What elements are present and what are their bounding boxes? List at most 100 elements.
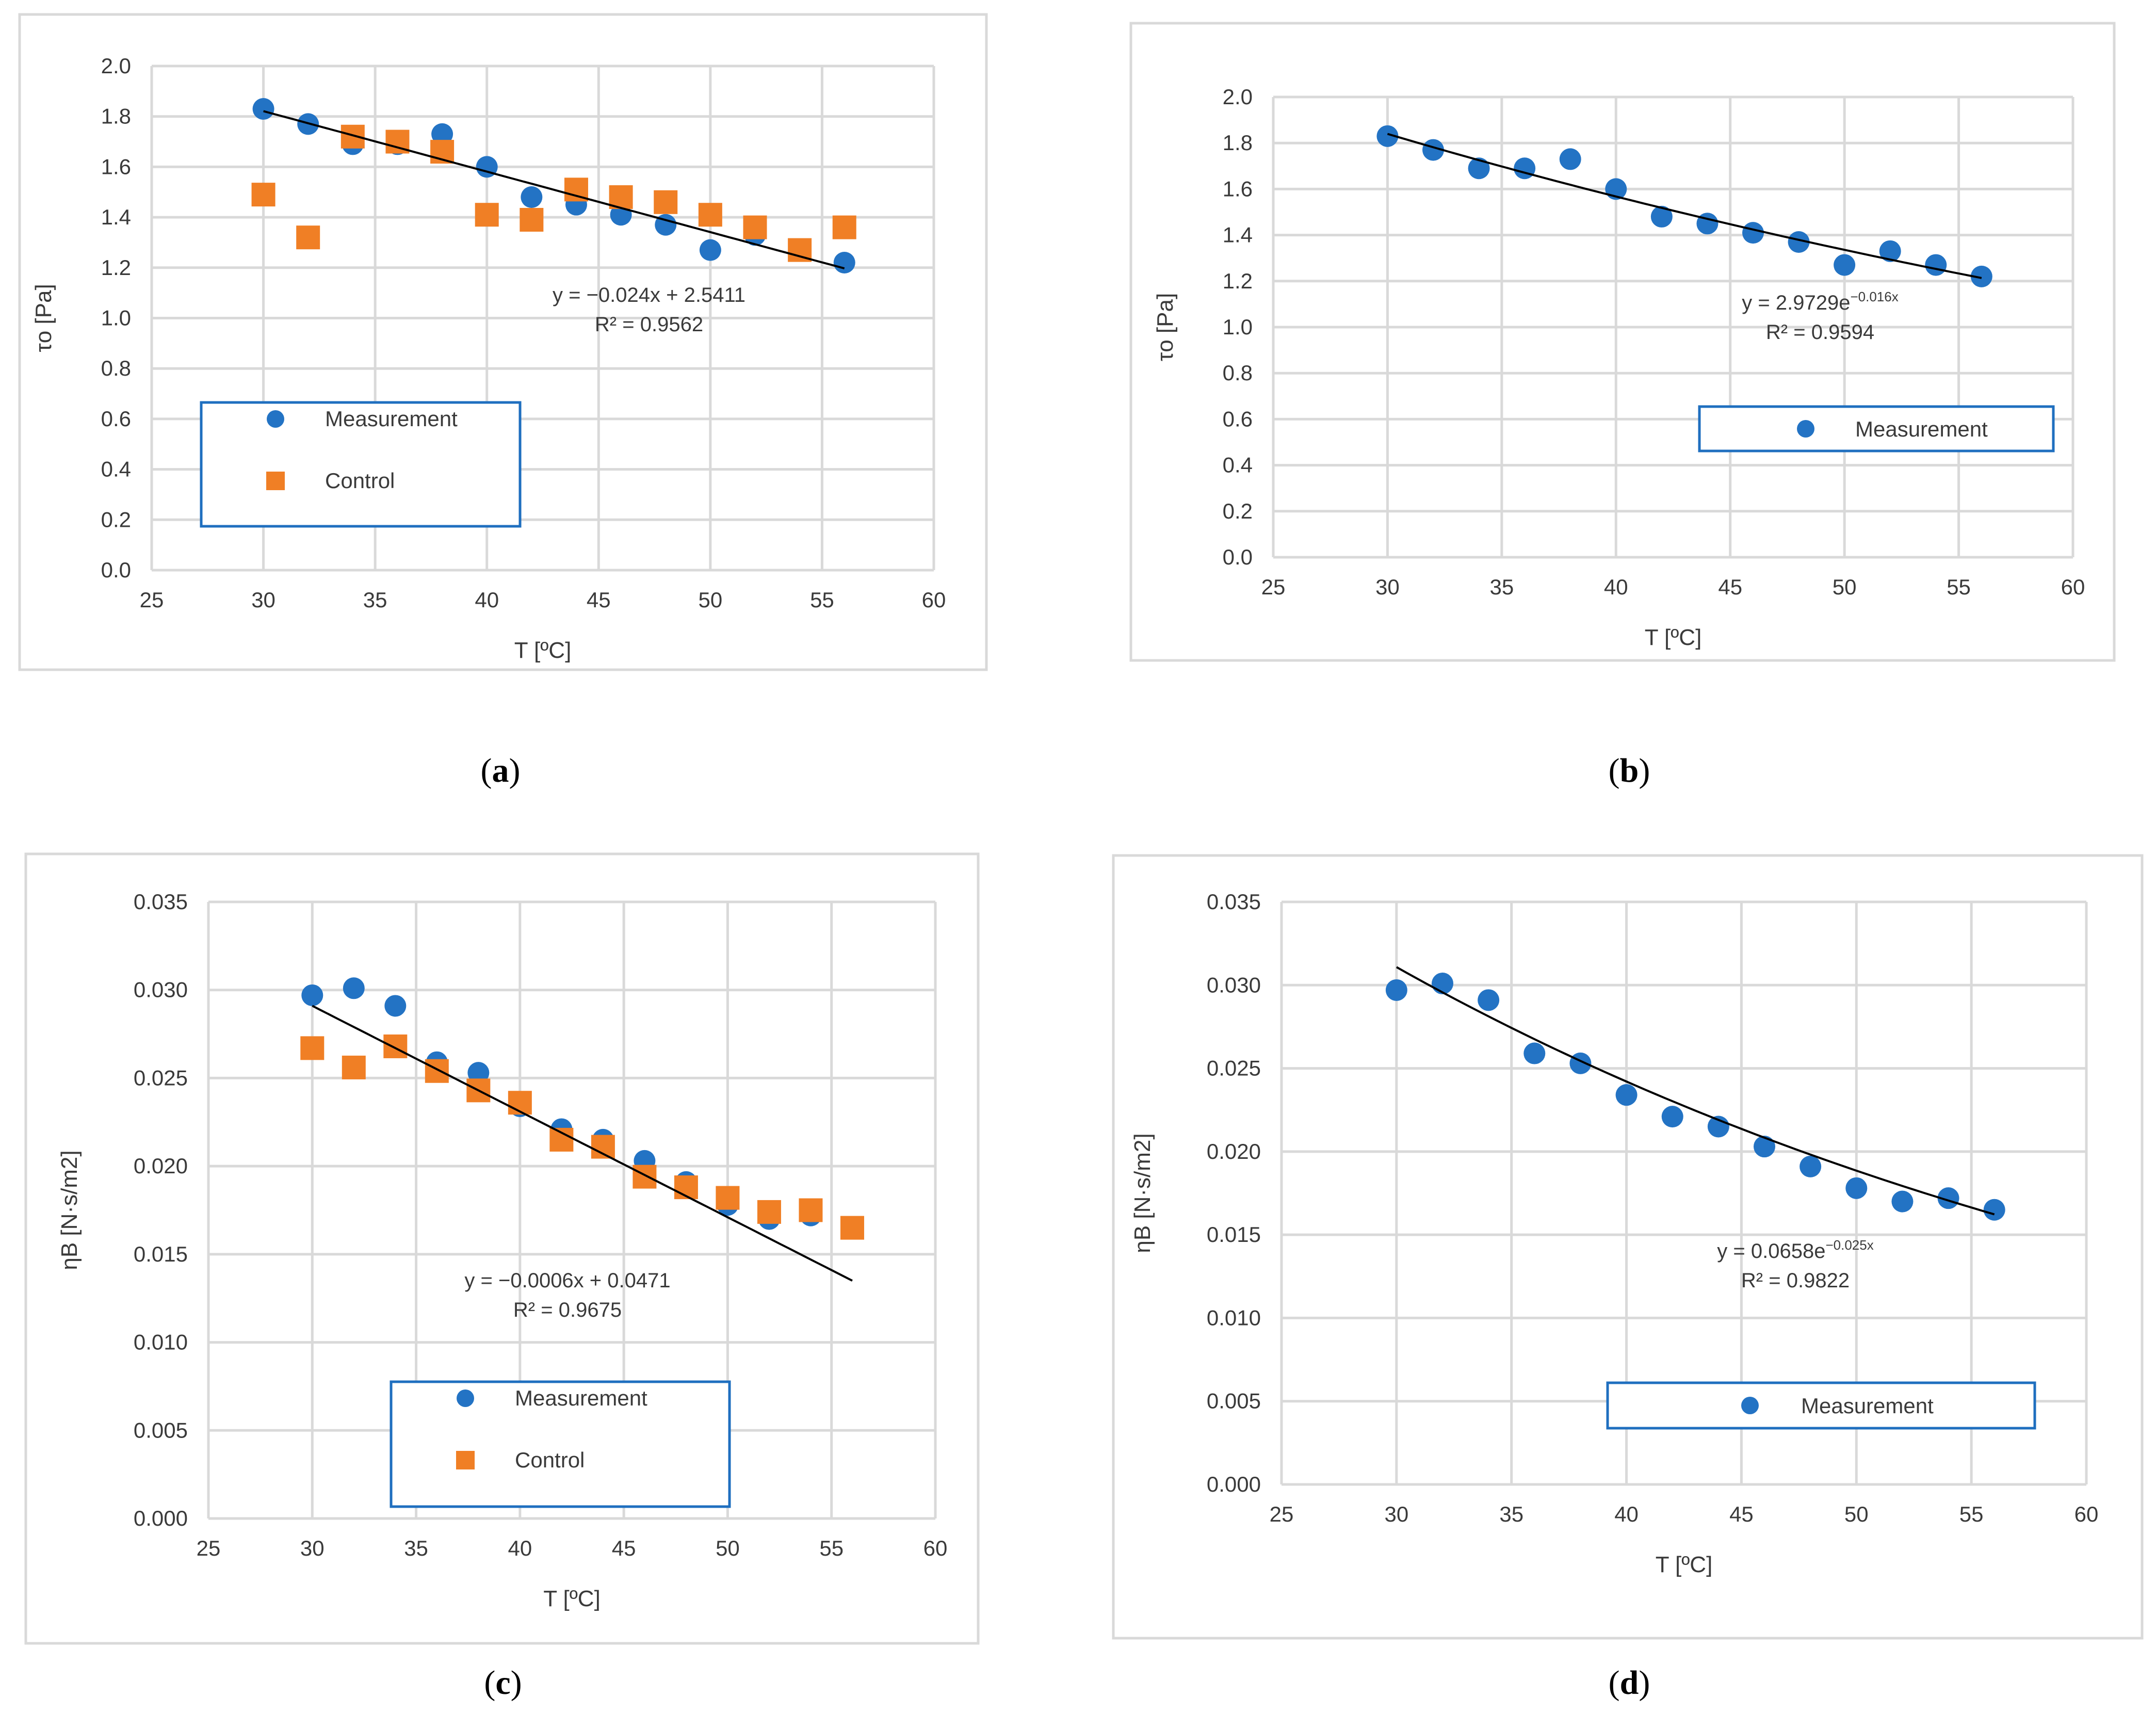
x-tick-label: 40	[475, 588, 499, 612]
x-tick-label: 25	[1261, 575, 1286, 599]
trendline	[263, 110, 845, 270]
y-tick-label: 0.015	[134, 1242, 188, 1266]
panel-b: 0.0 0.2 0.4 0.6 0.8 1.0 1.2 1.4 1.6 1.8 2.0 25 30 35 4…	[1129, 22, 2116, 662]
y-tick-label: 0.000	[134, 1506, 188, 1530]
x-tick-label: 45	[612, 1536, 636, 1560]
y-tick-label: 1.8	[101, 104, 131, 128]
legend-label-control: Control	[325, 468, 395, 493]
x-tick-label: 25	[140, 588, 164, 612]
x-tick-label: 35	[404, 1536, 428, 1560]
y-tick-label: 1.0	[101, 306, 131, 330]
data-point-control	[832, 215, 856, 239]
y-tick-label: 0.8	[1223, 361, 1253, 385]
x-tick-label: 45	[1718, 575, 1742, 599]
data-point-control	[475, 203, 499, 227]
y-tick-label: 0.4	[101, 457, 131, 481]
data-point-measurement	[521, 186, 543, 208]
y-tick-label: 0.005	[1207, 1389, 1261, 1413]
x-tick-label: 30	[300, 1536, 325, 1560]
y-tick-label: 0.020	[134, 1154, 188, 1178]
y-tick-label: 0.010	[1207, 1305, 1261, 1330]
y-tick-label: 0.2	[101, 507, 131, 531]
x-tick-label: 30	[1384, 1502, 1408, 1526]
y-axis-label: τo [Pa]	[31, 284, 56, 352]
x-tick-label: 45	[1729, 1502, 1754, 1526]
data-point-measurement	[1478, 989, 1500, 1011]
data-point-control	[296, 225, 320, 250]
data-point-control	[383, 1034, 408, 1058]
x-tick-label: 35	[1499, 1502, 1523, 1526]
y-tick-label: 0.025	[1207, 1056, 1261, 1080]
data-point-measurement	[1788, 231, 1810, 253]
data-point-measurement	[1514, 157, 1536, 180]
data-point-measurement	[1983, 1199, 2005, 1221]
y-tick-label: 0.035	[1207, 890, 1261, 914]
x-tick-label: 50	[698, 588, 722, 612]
x-axis-label: T [ºC]	[543, 1586, 601, 1611]
legend-marker-control	[456, 1451, 475, 1469]
y-tick-label: 0.6	[101, 407, 131, 431]
r-squared-label: R² = 0.9675	[513, 1299, 622, 1321]
x-tick-label: 35	[363, 588, 387, 612]
chart-frame	[24, 852, 980, 1645]
r-squared-label: R² = 0.9822	[1741, 1269, 1850, 1292]
y-tick-label: 2.0	[1223, 85, 1253, 109]
y-tick-label: 1.4	[1223, 223, 1253, 247]
x-tick-label: 40	[508, 1536, 532, 1560]
data-point-control	[342, 1055, 366, 1079]
data-point-measurement	[1661, 1106, 1683, 1128]
x-axis-label: T [ºC]	[1656, 1552, 1713, 1577]
panel-label-c: (c)	[484, 1664, 522, 1702]
data-point-measurement	[699, 239, 721, 261]
y-tick-label: 0.020	[1207, 1139, 1261, 1163]
data-point-control	[425, 1059, 449, 1083]
data-point-control	[300, 1036, 325, 1060]
r-squared-label: R² = 0.9594	[1766, 321, 1874, 344]
y-tick-label: 1.2	[101, 255, 131, 280]
data-point-measurement	[1615, 1084, 1638, 1106]
y-tick-label: 0.8	[101, 356, 131, 380]
data-point-control	[654, 190, 678, 214]
legend-marker-measurement	[1741, 1397, 1759, 1414]
panel-label-d: (d)	[1609, 1664, 1650, 1702]
legend-box	[390, 1380, 731, 1508]
legend-label-measurement: Measurement	[1801, 1394, 1934, 1418]
data-point-control	[840, 1216, 864, 1240]
x-tick-label: 30	[251, 588, 275, 612]
x-tick-label: 35	[1489, 575, 1514, 599]
x-tick-label: 25	[197, 1536, 221, 1560]
y-tick-label: 0.010	[134, 1330, 188, 1354]
trendline	[1387, 133, 1982, 279]
legend-marker-measurement	[1797, 420, 1814, 438]
x-tick-label: 60	[923, 1536, 948, 1560]
y-tick-label: 0.025	[134, 1065, 188, 1090]
data-point-measurement	[301, 984, 323, 1006]
x-tick-label: 45	[587, 588, 611, 612]
x-tick-label: 55	[1947, 575, 1971, 599]
trendline	[1396, 966, 1995, 1216]
y-tick-label: 1.6	[1223, 176, 1253, 201]
x-tick-label: 55	[1959, 1502, 1984, 1526]
legend-marker-measurement	[267, 410, 284, 428]
panel-c: 0.000 0.005 0.010 0.015 0.020 0.025 0.030 0.035…	[24, 852, 980, 1645]
data-point-measurement	[1696, 213, 1719, 235]
y-tick-label: 1.0	[1223, 315, 1253, 339]
r-squared-label: R² = 0.9562	[595, 313, 703, 336]
data-point-control	[591, 1135, 615, 1159]
data-point-measurement	[467, 1062, 490, 1084]
y-tick-label: 0.030	[1207, 973, 1261, 997]
y-axis-label: ηB [N·s/m2]	[57, 1150, 82, 1270]
legend-label-control: Control	[515, 1448, 585, 1472]
legend-marker-measurement	[457, 1389, 474, 1407]
x-tick-label: 50	[716, 1536, 740, 1560]
data-point-measurement	[1650, 205, 1673, 228]
data-point-measurement	[1422, 139, 1444, 161]
data-point-measurement	[1845, 1177, 1868, 1199]
x-tick-label: 50	[1844, 1502, 1869, 1526]
data-point-measurement	[1800, 1155, 1822, 1177]
data-point-control	[251, 183, 275, 207]
trendline-equation: y = 0.0658e−0.025x	[1717, 1237, 1873, 1263]
data-point-measurement	[1754, 1136, 1775, 1158]
x-tick-label: 55	[810, 588, 834, 612]
